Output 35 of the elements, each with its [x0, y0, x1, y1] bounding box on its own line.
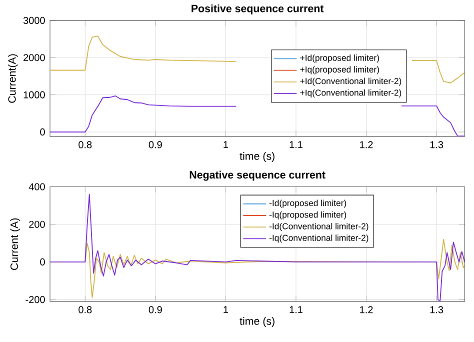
- legend-label: -Id(proposed limiter): [269, 200, 346, 208]
- line-series: [50, 194, 465, 302]
- y-tick-label: -200: [26, 296, 45, 303]
- x-tick-label: 1.1: [290, 306, 302, 313]
- y-tick-label: 2000: [24, 54, 45, 61]
- y-tick-label: 0: [40, 128, 45, 136]
- x-tick-label: 0.9: [148, 306, 162, 314]
- legend-label: +Iq(proposed limiter): [300, 66, 379, 74]
- x-tick-label: 0.8: [78, 140, 92, 148]
- x-tick-label: 0.9: [148, 140, 162, 148]
- x-tick-label: 1.1: [290, 140, 302, 148]
- y-tick-label: 3000: [23, 16, 45, 24]
- x-tick-label: 1.3: [430, 140, 444, 148]
- y-tick-label: 1000: [24, 91, 45, 98]
- y-tick-label: 0: [40, 258, 45, 266]
- x-axis-title: time (s): [240, 316, 274, 327]
- x-tick-label: 1.2: [360, 140, 373, 148]
- x-tick-label: 1.2: [360, 306, 373, 313]
- y-axis-title: Current(A): [8, 54, 18, 103]
- y-axis-title: Current (A): [10, 218, 20, 270]
- x-tick-label: 1.3: [430, 306, 444, 314]
- legend-label: +Iq(Conventional limiter-2): [300, 89, 402, 98]
- chart-title: Positive sequence current: [192, 4, 324, 14]
- x-tick-label: 0.8: [78, 306, 92, 314]
- x-axis-title: time (s): [240, 152, 274, 162]
- legend-label: -Id(Conventional limiter-2): [269, 222, 368, 231]
- legend-label: +Id(proposed limiter): [300, 54, 379, 62]
- legend-label: -Iq(Conventional limiter-2): [269, 234, 368, 242]
- legend-label: +Id(Conventional limiter-2): [300, 78, 402, 86]
- legend-label: -Iq(proposed limiter): [269, 211, 346, 220]
- chart-title: Negative sequence current: [190, 170, 326, 180]
- x-tick-label: 1: [224, 306, 228, 313]
- x-tick-label: 1: [224, 140, 228, 148]
- y-tick-label: 200: [29, 220, 45, 228]
- y-tick-label: 400: [28, 183, 45, 190]
